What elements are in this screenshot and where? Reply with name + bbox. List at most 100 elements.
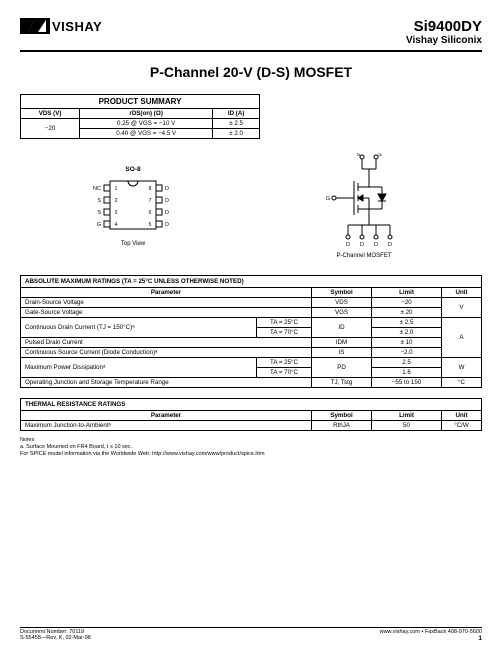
amr-col-param: Parameter xyxy=(21,288,312,298)
thermal-table: THERMAL RESISTANCE RATINGS Parameter Sym… xyxy=(20,398,482,431)
th-unit: °C/W xyxy=(442,421,482,431)
amr-param: Continuous Drain Current (TJ = 150°C)ᵃ xyxy=(21,318,257,338)
amr-param: Drain-Source Voltage xyxy=(21,298,312,308)
svg-text:D: D xyxy=(165,222,169,228)
svg-text:6: 6 xyxy=(149,210,152,216)
amr-limit: ± 10 xyxy=(372,338,442,348)
svg-text:3: 3 xyxy=(115,210,118,216)
amr-param: Pulsed Drain Current xyxy=(21,338,312,348)
notes-heading: Notes xyxy=(20,437,482,444)
amr-sym: PD xyxy=(312,358,372,378)
amr-col-sym: Symbol xyxy=(312,288,372,298)
amr-limit: ± 2.0 xyxy=(372,328,442,338)
product-summary-heading: PRODUCT SUMMARY xyxy=(21,95,260,109)
amr-col-limit: Limit xyxy=(372,288,442,298)
svg-text:5: 5 xyxy=(149,222,152,228)
amr-limit: −2.0 xyxy=(372,348,442,358)
footer-rev: S-55458—Rev. K, 02-Mar-98 xyxy=(20,635,91,641)
svg-text:D: D xyxy=(165,186,169,192)
package-caption: Top View xyxy=(88,241,178,247)
amr-limit: ± 20 xyxy=(372,308,442,318)
amr-limit: 1.6 xyxy=(372,368,442,378)
svg-text:4: 4 xyxy=(115,222,118,228)
svg-text:G: G xyxy=(97,222,101,228)
page-header: VISHAY Si9400DY Vishay Siliconix xyxy=(20,18,482,46)
abs-max-table: ABSOLUTE MAXIMUM RATINGS (TA = 25°C UNLE… xyxy=(20,275,482,388)
svg-text:NC: NC xyxy=(93,186,101,192)
header-right: Si9400DY Vishay Siliconix xyxy=(406,18,482,46)
svg-text:S: S xyxy=(356,153,360,158)
amr-sym: ID xyxy=(312,318,372,338)
amr-limit: ± 2.5 xyxy=(372,318,442,328)
amr-param: Operating Junction and Storage Temperatu… xyxy=(21,378,312,388)
th-col-sym: Symbol xyxy=(312,411,372,421)
svg-text:D: D xyxy=(388,242,392,248)
note-spice: For SPICE model information via the Worl… xyxy=(20,451,482,458)
ps-col-vds: VDS (V) xyxy=(21,109,80,119)
amr-limit: 2.5 xyxy=(372,358,442,368)
th-param: Maximum Junction-to-Ambientᵃ xyxy=(21,421,312,431)
svg-text:8: 8 xyxy=(149,186,152,192)
svg-text:D: D xyxy=(346,242,350,248)
amr-param: Continuous Source Current (Diode Conduct… xyxy=(21,348,312,358)
th-col-limit: Limit xyxy=(372,411,442,421)
th-limit: 50 xyxy=(372,421,442,431)
ps-col-rds: rDS(on) (Ω) xyxy=(80,109,213,119)
footer-contact: www.vishay.com • FaxBack 408-970-5600 xyxy=(380,629,482,635)
note-a: a. Surface Mounted on FR4 Board, t ≤ 10 … xyxy=(20,444,482,451)
so8-icon: 1234 8765 NC S S G D D D D xyxy=(88,175,178,237)
svg-text:S: S xyxy=(378,153,382,158)
brand-subtitle: Vishay Siliconix xyxy=(406,35,482,46)
amr-limit: −55 to 150 xyxy=(372,378,442,388)
footer-page: 1 xyxy=(478,635,482,642)
notes-block: Notes a. Surface Mounted on FR4 Board, t… xyxy=(20,437,482,458)
ps-vds: −20 xyxy=(21,119,80,139)
amr-param: Gate-Source Voltage xyxy=(21,308,312,318)
amr-sym: TJ, Tstg xyxy=(312,378,372,388)
amr-col-unit: Unit xyxy=(442,288,482,298)
th-col-unit: Unit xyxy=(442,411,482,421)
svg-text:G: G xyxy=(326,196,330,202)
svg-text:D: D xyxy=(165,198,169,204)
amr-unit: A xyxy=(442,318,482,358)
svg-text:7: 7 xyxy=(149,198,152,204)
abs-max-heading: ABSOLUTE MAXIMUM RATINGS (TA = 25°C UNLE… xyxy=(21,276,482,288)
amr-limit: −20 xyxy=(372,298,442,308)
svg-text:S: S xyxy=(97,198,101,204)
mosfet-schematic-icon: S S G D D D D xyxy=(314,153,414,249)
th-col-param: Parameter xyxy=(21,411,312,421)
amr-unit: W xyxy=(442,358,482,378)
vishay-logo: VISHAY xyxy=(20,18,102,34)
svg-text:1: 1 xyxy=(115,186,118,192)
ps-rds-0: 0.25 @ VGS = −10 V xyxy=(80,119,213,129)
svg-text:D: D xyxy=(165,210,169,216)
ps-id-1: ± 2.0 xyxy=(213,129,260,139)
package-diagram: SO-8 1234 8765 NC S S G D xyxy=(88,166,178,247)
thermal-heading: THERMAL RESISTANCE RATINGS xyxy=(21,399,482,411)
amr-sym: IS xyxy=(312,348,372,358)
svg-text:S: S xyxy=(97,210,101,216)
schematic-diagram: S S G D D D D P-Channel MOSFET xyxy=(314,153,414,259)
logo-flag-icon xyxy=(20,18,50,34)
schematic-caption: P-Channel MOSFET xyxy=(314,253,414,259)
amr-param: Maximum Power Dissipationᵃ xyxy=(21,358,257,378)
amr-sym: VDS xyxy=(312,298,372,308)
diagrams-row: SO-8 1234 8765 NC S S G D xyxy=(20,153,482,259)
main-title: P-Channel 20-V (D-S) MOSFET xyxy=(20,64,482,80)
amr-cond: TA = 25°C xyxy=(257,358,312,368)
amr-cond: TA = 25°C xyxy=(257,318,312,328)
ps-rds-1: 0.40 @ VGS = −4.5 V xyxy=(80,129,213,139)
product-summary-table: PRODUCT SUMMARY VDS (V) rDS(on) (Ω) ID (… xyxy=(20,94,260,139)
header-rule xyxy=(20,50,482,52)
package-label: SO-8 xyxy=(88,166,178,173)
amr-cond: TA = 70°C xyxy=(257,368,312,378)
ps-id-0: ± 2.5 xyxy=(213,119,260,129)
th-sym: RthJA xyxy=(312,421,372,431)
amr-sym: VGS xyxy=(312,308,372,318)
page-footer: Document Number: 70119 www.vishay.com • … xyxy=(20,627,482,641)
amr-unit: °C xyxy=(442,378,482,388)
amr-unit: V xyxy=(442,298,482,318)
amr-sym: IDM xyxy=(312,338,372,348)
logo-text: VISHAY xyxy=(52,19,102,34)
ps-col-id: ID (A) xyxy=(213,109,260,119)
